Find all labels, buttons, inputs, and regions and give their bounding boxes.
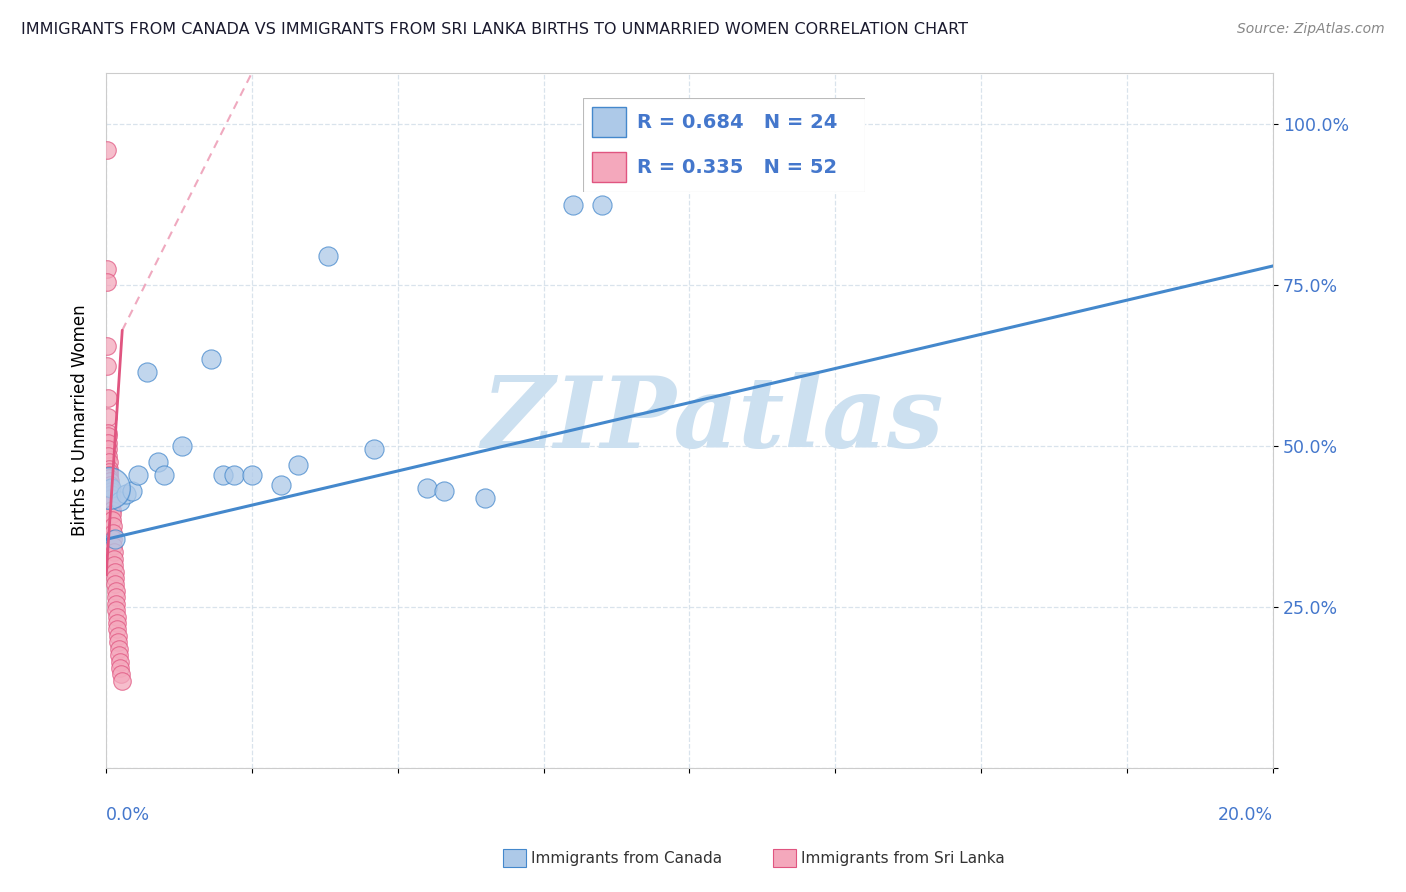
Point [416, 481, 439, 495]
Point [211, 468, 233, 483]
Point [97, 461, 120, 475]
Point [105, 609, 128, 624]
Point [111, 673, 134, 688]
Point [98, 481, 121, 495]
Point [200, 352, 222, 367]
Text: Immigrants from Sri Lanka: Immigrants from Sri Lanka [801, 851, 1005, 865]
Point [148, 455, 170, 469]
Text: 0.0%: 0.0% [105, 805, 150, 824]
Point [97, 455, 120, 469]
Point [100, 491, 122, 505]
Point [104, 577, 127, 591]
Point [97, 442, 120, 457]
Point [561, 198, 583, 212]
Point [101, 519, 124, 533]
Point [103, 539, 125, 553]
Point [110, 661, 132, 675]
Point [96, 143, 118, 157]
Text: ZIPatlas: ZIPatlas [482, 372, 943, 468]
Point [98, 465, 121, 479]
Point [105, 623, 128, 637]
Text: R = 0.684   N = 24: R = 0.684 N = 24 [637, 113, 838, 132]
Point [105, 597, 128, 611]
Point [104, 533, 127, 547]
Point [650, 134, 672, 148]
Point [105, 615, 128, 630]
Point [98, 477, 121, 491]
FancyBboxPatch shape [583, 98, 865, 192]
Point [110, 667, 132, 681]
Point [104, 571, 127, 585]
Point [433, 484, 456, 499]
Point [270, 477, 292, 491]
Point [474, 491, 496, 505]
Point [115, 487, 138, 501]
Point [110, 493, 132, 508]
Point [121, 484, 143, 499]
Point [316, 249, 339, 263]
Point [100, 497, 122, 511]
Point [96, 339, 118, 353]
Point [97, 426, 120, 441]
Text: R = 0.335   N = 52: R = 0.335 N = 52 [637, 158, 837, 177]
Text: Source: ZipAtlas.com: Source: ZipAtlas.com [1237, 22, 1385, 37]
Point [104, 591, 127, 605]
Point [103, 558, 125, 572]
Point [103, 545, 125, 559]
Point [287, 458, 309, 473]
Point [107, 635, 129, 649]
Point [153, 468, 176, 483]
Point [104, 565, 127, 579]
Point [127, 468, 149, 483]
Point [98, 481, 121, 495]
Point [104, 583, 127, 598]
Point [96, 275, 118, 289]
Point [101, 513, 124, 527]
Point [105, 603, 128, 617]
Point [103, 551, 125, 566]
Point [100, 484, 122, 499]
Point [98, 468, 121, 483]
Point [97, 435, 120, 450]
Point [97, 429, 120, 443]
Point [98, 471, 121, 485]
Point [100, 487, 122, 501]
Point [103, 533, 125, 547]
FancyBboxPatch shape [592, 153, 626, 183]
Point [96, 391, 118, 405]
Text: Immigrants from Canada: Immigrants from Canada [531, 851, 723, 865]
Point [170, 439, 193, 453]
Text: 20.0%: 20.0% [1218, 805, 1272, 824]
Point [363, 442, 385, 457]
Point [96, 359, 118, 373]
Point [101, 507, 124, 521]
Point [224, 468, 246, 483]
Y-axis label: Births to Unmarried Women: Births to Unmarried Women [72, 304, 89, 536]
Text: IMMIGRANTS FROM CANADA VS IMMIGRANTS FROM SRI LANKA BIRTHS TO UNMARRIED WOMEN CO: IMMIGRANTS FROM CANADA VS IMMIGRANTS FRO… [21, 22, 969, 37]
Point [97, 410, 120, 425]
FancyBboxPatch shape [592, 108, 626, 137]
Point [135, 365, 157, 379]
Point [101, 525, 124, 540]
Point [97, 449, 120, 463]
Point [591, 198, 613, 212]
Point [96, 262, 118, 277]
Point [100, 481, 122, 495]
Point [240, 468, 263, 483]
Point [100, 503, 122, 517]
Point [107, 641, 129, 656]
Point [108, 655, 131, 669]
Point [98, 475, 121, 489]
Point [107, 629, 129, 643]
Point [108, 648, 131, 662]
